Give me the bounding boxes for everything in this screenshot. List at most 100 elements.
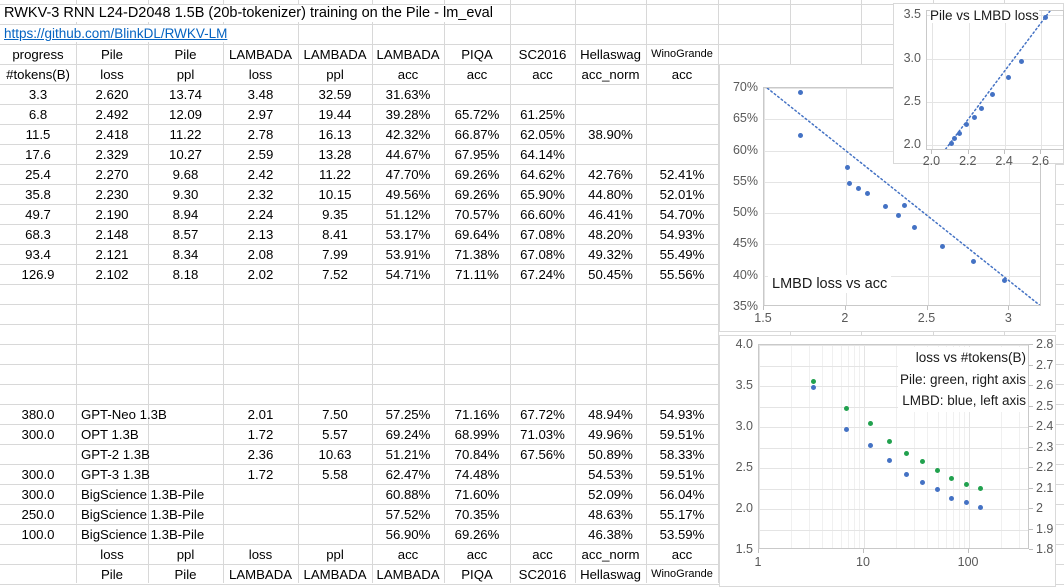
cell[interactable]: 2.97 xyxy=(247,106,274,122)
model-name-cell[interactable]: GPT-3 1.3B xyxy=(81,466,150,482)
cell[interactable]: 2.492 xyxy=(95,106,129,122)
cell[interactable] xyxy=(646,104,718,124)
cell[interactable]: 61.25% xyxy=(520,106,565,122)
cell[interactable]: 42.32% xyxy=(385,126,431,142)
cell[interactable]: 49.32% xyxy=(588,246,633,262)
header-cell[interactable]: Pile xyxy=(101,46,123,62)
cell-progress[interactable]: 300.0 xyxy=(21,426,55,442)
header-cell[interactable]: WinoGrande xyxy=(651,48,713,60)
cell[interactable]: 2.620 xyxy=(95,86,129,102)
cell[interactable] xyxy=(646,84,718,104)
cell[interactable]: 2.121 xyxy=(95,246,129,262)
cell[interactable]: 57.25% xyxy=(385,406,431,422)
cell[interactable]: 59.51% xyxy=(659,426,705,442)
cell[interactable]: 5.58 xyxy=(322,466,348,482)
chart-pile-vs-lmbd-loss[interactable]: Pile vs LMBD loss 2.0 2.2 2.4 2.6 2.0 2.5 3.0 3… xyxy=(893,3,1064,168)
cell[interactable]: 47.70% xyxy=(385,166,431,182)
header-cell[interactable]: acc xyxy=(532,546,553,562)
cell[interactable]: 42.76% xyxy=(588,166,633,182)
cell[interactable]: 2.418 xyxy=(95,126,129,142)
header-cell[interactable]: LAMBADA xyxy=(228,566,293,582)
cell[interactable]: 74.48% xyxy=(454,466,500,482)
cell[interactable]: 10.27 xyxy=(168,146,202,162)
model-name-cell[interactable]: BigScience 1.3B-Pile xyxy=(81,486,205,502)
header-cell[interactable]: SC2016 xyxy=(518,46,567,62)
cell[interactable]: 54.71% xyxy=(385,266,431,282)
sheet-title-cell[interactable]: RWKV-3 RNN L24-D2048 1.5B (20b-tokenizer… xyxy=(4,5,498,22)
header-cell[interactable] xyxy=(0,564,76,584)
header-cell[interactable]: loss xyxy=(248,66,273,82)
cell[interactable] xyxy=(510,464,575,484)
cell[interactable]: 51.21% xyxy=(385,446,431,462)
cell[interactable]: 56.90% xyxy=(385,526,431,542)
cell[interactable]: 2.24 xyxy=(247,206,274,222)
header-cell[interactable]: SC2016 xyxy=(518,566,567,582)
cell[interactable]: 38.90% xyxy=(588,126,633,142)
cell[interactable]: 55.49% xyxy=(659,246,705,262)
cell[interactable]: 49.96% xyxy=(588,426,633,442)
cell[interactable]: 67.24% xyxy=(520,266,565,282)
header-cell[interactable]: WinoGrande xyxy=(651,568,713,580)
cell[interactable]: 2.36 xyxy=(247,446,274,462)
cell[interactable]: 7.52 xyxy=(322,266,348,282)
cell[interactable] xyxy=(575,84,646,104)
header-cell[interactable]: acc_norm xyxy=(581,546,640,562)
cell[interactable]: 10.63 xyxy=(318,446,352,462)
cell[interactable] xyxy=(298,524,372,544)
cell[interactable]: 3.3 xyxy=(28,86,48,102)
cell[interactable]: 12.09 xyxy=(168,106,202,122)
cell[interactable] xyxy=(510,524,575,544)
header-cell[interactable]: LAMBADA xyxy=(228,46,293,62)
header-cell[interactable]: #tokens(B) xyxy=(6,66,70,82)
cell[interactable]: 13.28 xyxy=(318,146,352,162)
cell[interactable]: 69.26% xyxy=(454,166,500,182)
cell[interactable]: 53.59% xyxy=(659,526,705,542)
header-cell[interactable]: loss xyxy=(100,546,124,562)
cell[interactable]: 70.84% xyxy=(454,446,500,462)
cell[interactable] xyxy=(223,524,298,544)
cell[interactable]: 8.18 xyxy=(172,266,199,282)
cell[interactable]: 7.50 xyxy=(322,406,348,422)
cell[interactable] xyxy=(510,484,575,504)
cell[interactable]: 2.148 xyxy=(95,226,129,242)
header-cell[interactable]: Pile xyxy=(174,566,197,582)
cell[interactable]: 68.99% xyxy=(454,426,500,442)
cell[interactable]: 1.72 xyxy=(247,466,274,482)
cell[interactable]: 67.08% xyxy=(520,226,565,242)
cell[interactable]: 2.13 xyxy=(247,226,274,242)
cell[interactable]: 9.35 xyxy=(322,206,348,222)
cell[interactable] xyxy=(510,504,575,524)
cell[interactable]: 16.13 xyxy=(318,126,352,142)
header-cell[interactable]: loss xyxy=(100,66,124,82)
cell[interactable]: 2.08 xyxy=(247,246,274,262)
header-cell[interactable]: acc xyxy=(397,546,419,562)
cell[interactable]: 2.329 xyxy=(95,146,129,162)
cell[interactable]: 54.93% xyxy=(659,406,705,422)
cell[interactable]: 62.47% xyxy=(385,466,431,482)
cell[interactable]: 62.05% xyxy=(520,126,565,142)
cell[interactable]: 49.56% xyxy=(385,186,431,202)
cell[interactable]: 65.72% xyxy=(454,106,500,122)
cell[interactable]: 56.04% xyxy=(659,486,705,502)
cell[interactable]: 67.95% xyxy=(454,146,500,162)
cell[interactable] xyxy=(510,84,575,104)
cell[interactable]: 9.30 xyxy=(172,186,199,202)
cell[interactable]: 7.99 xyxy=(322,246,348,262)
cell[interactable]: 71.16% xyxy=(454,406,500,422)
cell[interactable]: 8.41 xyxy=(322,226,348,242)
header-cell[interactable]: ppl xyxy=(326,546,344,562)
cell[interactable]: 48.94% xyxy=(588,406,633,422)
cell[interactable]: 10.15 xyxy=(318,186,352,202)
cell[interactable]: 2.190 xyxy=(95,206,129,222)
header-cell[interactable] xyxy=(0,544,76,564)
cell[interactable]: 53.91% xyxy=(385,246,431,262)
cell[interactable]: 11.5 xyxy=(25,126,51,142)
cell[interactable]: 70.35% xyxy=(454,506,500,522)
cell[interactable] xyxy=(646,124,718,144)
cell[interactable]: 8.57 xyxy=(172,226,199,242)
header-cell[interactable]: ppl xyxy=(176,66,195,82)
cell[interactable]: 6.8 xyxy=(28,106,48,122)
cell[interactable]: 50.89% xyxy=(588,446,633,462)
cell[interactable]: 2.230 xyxy=(95,186,129,202)
header-cell[interactable]: LAMBADA xyxy=(376,46,440,62)
